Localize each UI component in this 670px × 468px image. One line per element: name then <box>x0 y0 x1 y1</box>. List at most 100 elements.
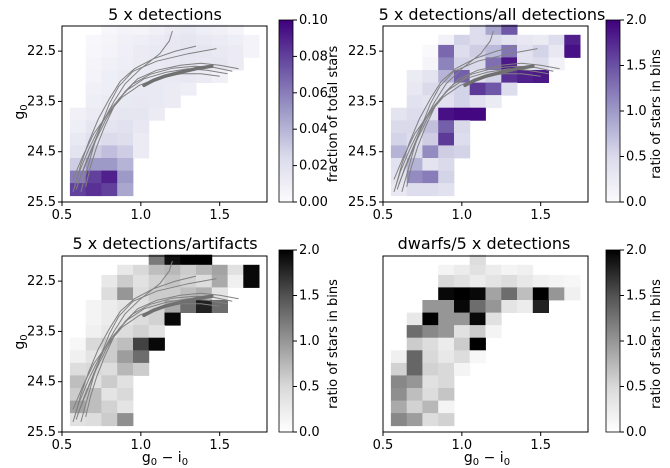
y-tick-label: 24.5 <box>348 145 377 160</box>
isochrone-line <box>396 30 494 190</box>
heatmap-cell <box>117 400 134 414</box>
heatmap-cell <box>101 388 118 401</box>
heatmap-cell <box>69 337 87 351</box>
heatmap-cell <box>117 82 134 96</box>
colorbar-tick-label: 0.02 <box>299 159 328 174</box>
heatmap-cell <box>69 132 87 146</box>
colorbar-tick-label: 0.5 <box>299 380 320 395</box>
panel-4-title: dwarfs/5 x detections <box>398 234 571 253</box>
heatmap-cell <box>406 362 423 376</box>
panel-3-colorbar-label: ratio of stars in bins <box>326 279 341 409</box>
heatmap-cell <box>438 300 455 313</box>
heatmap-cell <box>406 312 423 326</box>
isochrone-line <box>75 260 173 420</box>
heatmap-cell <box>438 170 455 184</box>
heatmap-cell <box>438 158 455 171</box>
heatmap-cell <box>422 413 439 427</box>
panel-1-colorbar: 0.00 0.02 0.04 0.06 0.08 0.10 <box>278 13 328 210</box>
heatmap-cell <box>469 44 486 58</box>
isochrone-line <box>80 278 217 423</box>
heatmap-cell <box>485 287 502 301</box>
heatmap-cell <box>438 183 455 197</box>
heatmap-cell <box>501 274 518 288</box>
panel-3-cells <box>69 254 260 427</box>
heatmap-cell <box>390 145 408 159</box>
x-tick-label: 1.0 <box>452 438 473 453</box>
heatmap-cell <box>117 350 134 364</box>
heatmap-cell <box>438 350 455 364</box>
panel-3-isochrones <box>72 260 239 423</box>
heatmap-cell <box>101 183 118 197</box>
heatmap-cell <box>196 44 213 58</box>
heatmap-cell <box>422 70 439 83</box>
colorbar-gradient <box>278 249 294 433</box>
colorbar-tick-label: 1.0 <box>626 104 647 119</box>
heatmap-cell <box>101 145 118 159</box>
heatmap-cell <box>85 34 102 48</box>
heatmap-cell <box>438 325 455 339</box>
heatmap-cell <box>101 34 118 48</box>
heatmap-cell <box>406 70 423 83</box>
heatmap-cell <box>390 120 408 134</box>
heatmap-cell <box>85 170 102 184</box>
heatmap-cell <box>85 95 102 109</box>
heatmap-cell <box>117 158 134 171</box>
heatmap-cell <box>532 44 549 58</box>
heatmap-cell <box>454 325 471 339</box>
panel-4-xaxis: 0.5 1.0 1.5 <box>373 432 551 453</box>
heatmap-cell <box>243 264 260 278</box>
y-tick-label: 24.5 <box>27 375 56 390</box>
heatmap-cell <box>164 34 181 48</box>
heatmap-cell <box>438 274 455 288</box>
heatmap-cell <box>148 274 165 288</box>
heatmap-cell <box>454 145 471 159</box>
heatmap-cell <box>517 264 534 278</box>
heatmap-cell <box>101 57 118 71</box>
y-tick-label: 23.5 <box>348 94 377 109</box>
colorbar-tick-label: 2.0 <box>299 243 320 258</box>
heatmap-cell <box>85 312 102 326</box>
heatmap-cell <box>133 34 150 48</box>
heatmap-cell <box>148 337 165 351</box>
heatmap-cell <box>406 183 423 197</box>
panel-3-xlabel: g0 − i0 <box>142 450 188 468</box>
heatmap-cell <box>85 400 102 414</box>
heatmap-cell <box>227 24 244 38</box>
heatmap-cell <box>148 312 165 326</box>
heatmap-cell <box>469 107 486 121</box>
heatmap-cell <box>406 388 423 401</box>
heatmap-cell <box>180 34 197 48</box>
colorbar-tick-label: 2.0 <box>626 13 647 28</box>
heatmap-cell <box>422 300 439 313</box>
heatmap-cell <box>101 170 118 184</box>
heatmap-cell <box>69 375 87 389</box>
heatmap-cell <box>390 388 408 401</box>
y-tick-label: 23.5 <box>27 324 56 339</box>
heatmap-cell <box>117 34 134 48</box>
heatmap-cell <box>422 120 439 134</box>
y-tick-label: 22.5 <box>27 274 56 289</box>
heatmap-cell <box>196 70 213 83</box>
panel-2-colorbar: 0.0 0.5 1.0 1.5 2.0 <box>605 13 647 210</box>
panel-2-xaxis: 0.5 1.0 1.5 <box>373 202 551 223</box>
heatmap-cell <box>422 158 439 171</box>
heatmap-cell <box>454 34 471 48</box>
heatmap-cell <box>406 325 423 339</box>
panel-3-title: 5 x detections/artifacts <box>72 234 257 253</box>
heatmap-cell <box>454 132 471 146</box>
heatmap-cell <box>148 34 165 48</box>
heatmap-cell <box>133 120 150 134</box>
heatmap-cell <box>85 325 102 339</box>
colorbar-tick-label: 0.5 <box>626 380 647 395</box>
heatmap-cell <box>133 350 150 364</box>
x-tick-label: 1.5 <box>209 438 230 453</box>
colorbar-gradient <box>605 19 621 203</box>
heatmap-cell <box>390 362 408 376</box>
heatmap-cell <box>548 274 565 288</box>
panel-4-colorbar-label: ratio of stars in bins <box>649 279 664 409</box>
x-tick-label: 1.0 <box>452 208 473 223</box>
heatmap-cell <box>164 57 181 71</box>
heatmap-cell <box>211 264 228 278</box>
heatmap-cell <box>469 300 486 313</box>
heatmap-cell <box>227 34 244 48</box>
